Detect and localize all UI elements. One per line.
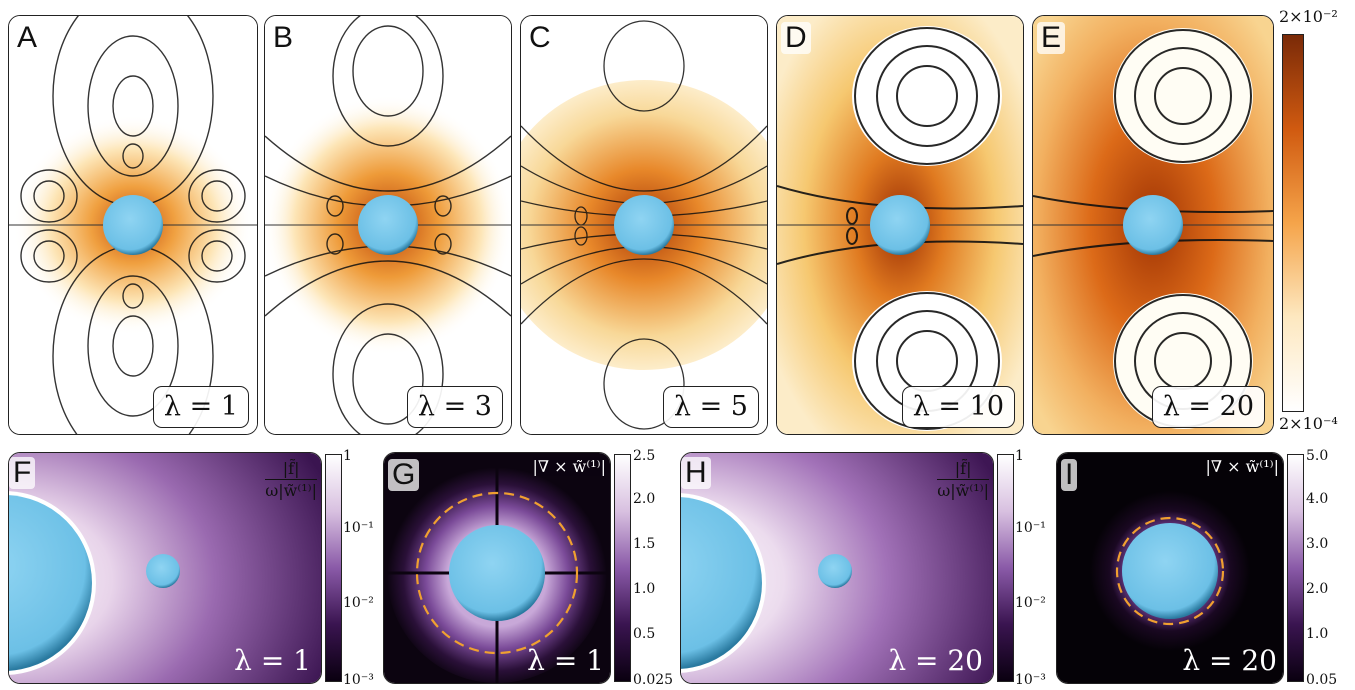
panel-b-label: B <box>269 22 298 54</box>
panel-i-field <box>1057 453 1283 683</box>
panel-f-tick-3: 10⁻³ <box>343 672 374 688</box>
panel-i-label: I <box>1061 459 1078 491</box>
panel-f-tick-1: 10⁻¹ <box>343 520 374 536</box>
panel-b-lambda: λ = 3 <box>406 386 503 428</box>
panel-a-lambda: λ = 1 <box>152 386 249 428</box>
panel-f-label: F <box>9 457 36 489</box>
panel-i-colorbar <box>1287 454 1304 682</box>
panel-c: C λ = 5 <box>520 15 768 435</box>
panel-g-colorbar <box>614 454 631 682</box>
panel-e-label: E <box>1037 22 1066 54</box>
panel-h-tick-1: 10⁻¹ <box>1015 520 1046 536</box>
panel-g: G |∇ × w̃⁽¹⁾| λ = 1 <box>383 452 611 684</box>
panel-b-field <box>265 16 511 434</box>
panel-d-label: D <box>781 22 811 54</box>
sphere-e <box>1123 195 1183 255</box>
panel-g-tick-2: 1.5 <box>633 536 656 552</box>
small-sphere-f <box>146 554 180 588</box>
large-sphere-f <box>9 495 92 671</box>
panel-f-field <box>9 453 321 683</box>
panel-d-field <box>777 16 1023 434</box>
panel-f-tick-0: 1 <box>343 448 352 464</box>
panel-c-label: C <box>525 22 555 54</box>
panel-h-tick-2: 10⁻² <box>1015 595 1046 611</box>
top-colorbar <box>1282 34 1304 412</box>
panel-g-formula: |∇ × w̃⁽¹⁾| <box>532 457 606 476</box>
panel-a-label: A <box>13 22 42 54</box>
panel-g-label: G <box>388 459 420 491</box>
top-colorbar-max: 2×10⁻² <box>1279 7 1338 26</box>
panel-d-lambda: λ = 10 <box>901 386 1015 428</box>
panel-g-tick-5: 0.025 <box>633 672 674 688</box>
panel-g-lambda: λ = 1 <box>527 644 604 677</box>
panel-g-tick-1: 2.0 <box>633 491 656 507</box>
panel-i-tick-0: 5.0 <box>1306 448 1329 464</box>
panel-i-tick-5: 0.05 <box>1306 672 1338 688</box>
panel-f-tick-2: 10⁻² <box>343 595 374 611</box>
panel-i-lambda: λ = 20 <box>1182 644 1277 677</box>
panel-f-colorbar <box>325 454 342 682</box>
sphere-b <box>358 195 418 255</box>
panel-f-lambda: λ = 1 <box>234 644 311 677</box>
panel-h-formula: |f̃| ω|w̃⁽¹⁾| <box>937 459 989 500</box>
panel-h-label: H <box>681 457 711 489</box>
panel-h-tick-0: 1 <box>1015 448 1024 464</box>
dashed-ring-i <box>1115 516 1225 626</box>
panel-h-field <box>681 453 993 683</box>
sphere-g <box>449 525 545 621</box>
panel-i: I |∇ × w̃⁽¹⁾| λ = 20 <box>1056 452 1284 684</box>
sphere-a <box>103 195 163 255</box>
panel-h-lambda: λ = 20 <box>888 644 983 677</box>
sphere-c <box>614 195 674 255</box>
sphere-d <box>870 195 930 255</box>
panel-g-tick-3: 1.0 <box>633 581 656 597</box>
panel-i-tick-2: 3.0 <box>1306 536 1329 552</box>
sphere-i <box>1122 523 1218 619</box>
panel-f-formula: |f̃| ω|w̃⁽¹⁾| <box>265 459 317 500</box>
top-colorbar-min: 2×10⁻⁴ <box>1279 414 1338 433</box>
panel-i-formula: |∇ × w̃⁽¹⁾| <box>1205 457 1280 476</box>
panel-g-tick-4: 0.5 <box>633 626 656 642</box>
panel-a: A λ = 1 <box>8 15 258 435</box>
panel-g-field <box>384 453 610 683</box>
dashed-ring-g <box>415 491 579 655</box>
panel-i-tick-1: 4.0 <box>1306 491 1329 507</box>
panel-e-lambda: λ = 20 <box>1151 386 1265 428</box>
panel-e: E λ = 20 <box>1032 15 1274 435</box>
panel-g-tick-0: 2.5 <box>633 448 656 464</box>
small-sphere-h <box>818 554 852 588</box>
panel-f: F |f̃| ω|w̃⁽¹⁾| λ = 1 <box>8 452 322 684</box>
panel-i-tick-4: 1.0 <box>1306 626 1329 642</box>
panel-e-field <box>1033 16 1273 434</box>
panel-b: B λ = 3 <box>264 15 512 435</box>
panel-h-colorbar <box>997 454 1014 682</box>
panel-h: H |f̃| ω|w̃⁽¹⁾| λ = 20 <box>680 452 994 684</box>
panel-h-tick-3: 10⁻³ <box>1015 672 1046 688</box>
panel-c-field <box>521 16 767 434</box>
panel-c-lambda: λ = 5 <box>662 386 759 428</box>
panel-d: D λ = 10 <box>776 15 1024 435</box>
large-sphere-h <box>681 497 762 669</box>
panel-a-field <box>9 16 257 434</box>
panel-i-tick-3: 2.0 <box>1306 581 1329 597</box>
